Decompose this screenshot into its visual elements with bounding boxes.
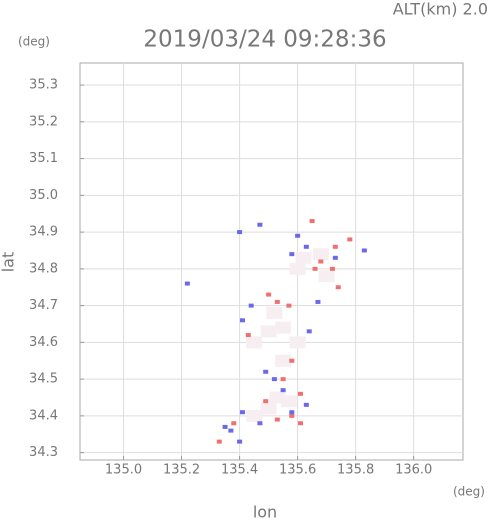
y-tick-label: 35.1 — [29, 151, 58, 166]
radar-pixel — [274, 417, 280, 422]
radar-pixel — [298, 391, 304, 396]
y-tick-label: 35.3 — [29, 78, 58, 93]
chart-title: 2019/03/24 09:28:36 — [143, 27, 386, 53]
x-tick-label: 135.8 — [337, 463, 374, 478]
y-unit: (deg) — [18, 35, 50, 49]
subtitle: ALT(km) 2.0 — [393, 0, 488, 19]
radar-pixel — [237, 439, 243, 444]
radar-pixel — [347, 237, 353, 242]
radar-pixel — [257, 421, 263, 426]
radar-pixel — [260, 402, 277, 415]
x-tick-label: 135.2 — [163, 463, 200, 478]
radar-pixel — [315, 299, 321, 304]
radar-pixel — [263, 369, 269, 374]
radar-pixel — [303, 244, 309, 249]
y-tick-label: 34.3 — [29, 445, 58, 460]
radar-pixel — [280, 395, 297, 408]
y-tick-label: 34.4 — [29, 408, 58, 423]
radar-pixel — [295, 233, 301, 238]
y-tick-label: 35.2 — [29, 114, 58, 129]
radar-pixel — [289, 252, 295, 257]
radar-pixel — [245, 333, 251, 338]
radar-pixel — [275, 354, 292, 367]
radar-pixel — [289, 336, 306, 349]
radar-pixel — [266, 292, 272, 297]
radar-pixel — [289, 410, 295, 415]
radar-pixel — [239, 318, 245, 323]
y-tick-label: 34.9 — [29, 225, 58, 240]
y-tick-label: 34.5 — [29, 372, 58, 387]
x-unit: (deg) — [453, 485, 485, 499]
y-tick-label: 34.7 — [29, 298, 58, 313]
radar-pixel — [318, 259, 324, 264]
y-tick-label: 35.0 — [29, 188, 58, 203]
radar-pixel — [260, 325, 277, 338]
radar-pixel — [309, 219, 315, 224]
radar-pixel — [298, 421, 304, 426]
plot-frame — [79, 62, 464, 461]
radar-pixel — [248, 303, 254, 308]
radar-pixel — [280, 377, 286, 382]
radar-pixel — [303, 402, 309, 407]
radar-pixel — [289, 358, 295, 363]
radar-pixel — [257, 222, 263, 227]
radar-pixel — [280, 388, 286, 393]
radar-pixel — [246, 336, 263, 349]
radar-pixel — [312, 248, 329, 261]
x-tick-label: 135.6 — [279, 463, 316, 478]
radar-pixel — [318, 270, 335, 283]
radar-pixel — [312, 266, 318, 271]
radar-pixel — [329, 266, 335, 271]
radar-pixel — [335, 285, 341, 290]
x-tick-label: 135.0 — [105, 463, 142, 478]
y-tick-label: 34.6 — [29, 335, 58, 350]
x-tick-label: 135.4 — [221, 463, 258, 478]
radar-pixel — [289, 413, 295, 418]
radar-pixel — [274, 299, 280, 304]
radar-pixel — [216, 439, 222, 444]
radar-pixel — [286, 303, 292, 308]
radar-pixel — [231, 421, 237, 426]
radar-pixel — [263, 399, 269, 404]
radar-pixel — [275, 321, 292, 334]
radar-pixel — [332, 244, 338, 249]
x-tick-label: 136.0 — [395, 463, 432, 478]
radar-pixel — [271, 377, 277, 382]
radar-pixel — [237, 230, 243, 235]
x-axis-label: lon — [253, 503, 277, 521]
radar-pixel — [266, 306, 283, 319]
radar-pixel — [332, 255, 338, 260]
y-axis-label: lat — [0, 252, 18, 273]
radar-pixel — [361, 248, 367, 253]
radar-pixel — [246, 409, 263, 422]
radar-pixel — [228, 428, 234, 433]
radar-pixel — [289, 262, 306, 275]
radar-pixel — [306, 329, 312, 334]
radar-pixel — [184, 281, 190, 286]
radar-pixel — [295, 251, 312, 264]
radar-pixel — [222, 424, 228, 429]
y-tick-label: 34.8 — [29, 261, 58, 276]
radar-pixel — [239, 410, 245, 415]
